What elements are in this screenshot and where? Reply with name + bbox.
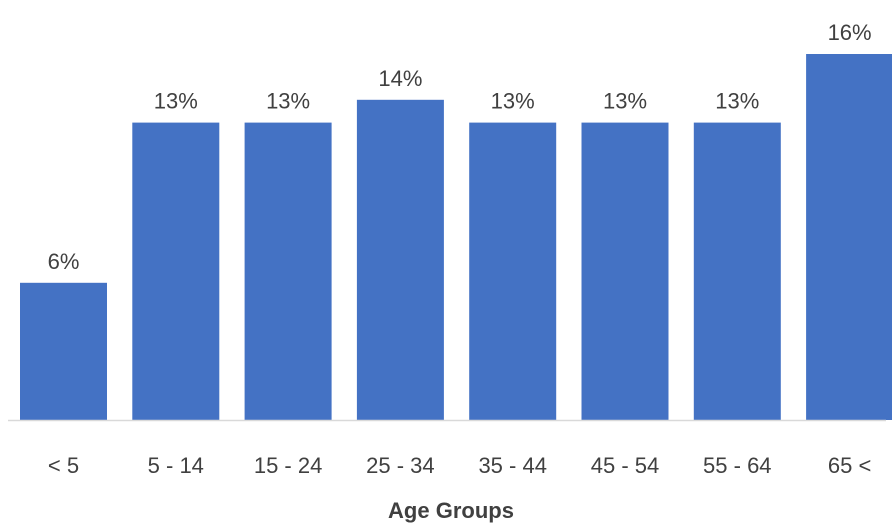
x-tick-labels-group: < 5 5 - 14 15 - 24 25 - 34 35 - 44 45 - 54 55 …: [48, 453, 871, 478]
x-tick-label-1: 5 - 14: [148, 453, 204, 478]
x-tick-label-6: 55 - 64: [703, 453, 772, 478]
data-label-5: 13%: [603, 89, 647, 114]
bar-2: [244, 122, 332, 420]
x-tick-label-3: 25 - 34: [366, 453, 435, 478]
data-label-3: 14%: [378, 66, 422, 91]
data-labels-group: 6% 13% 13% 14% 13% 13% 13% 16%: [48, 20, 872, 274]
data-label-1: 13%: [154, 89, 198, 114]
bar-7: [806, 54, 892, 420]
data-label-2: 13%: [266, 89, 310, 114]
x-axis-title: Age Groups: [388, 498, 514, 523]
x-tick-label-2: 15 - 24: [254, 453, 323, 478]
bar-3: [356, 99, 444, 421]
bar-0: [20, 282, 107, 421]
bar-4: [469, 122, 557, 420]
data-label-0: 6%: [48, 249, 80, 274]
x-tick-label-4: 35 - 44: [478, 453, 547, 478]
x-tick-label-0: < 5: [48, 453, 79, 478]
data-label-4: 13%: [491, 89, 535, 114]
data-label-6: 13%: [715, 89, 759, 114]
x-tick-label-7: 65 <: [828, 453, 871, 478]
x-tick-label-5: 45 - 54: [591, 453, 660, 478]
data-label-7: 16%: [828, 20, 872, 45]
bars-group: [20, 54, 892, 421]
bar-1: [132, 122, 220, 420]
bar-6: [693, 122, 781, 420]
bar-5: [581, 122, 669, 420]
